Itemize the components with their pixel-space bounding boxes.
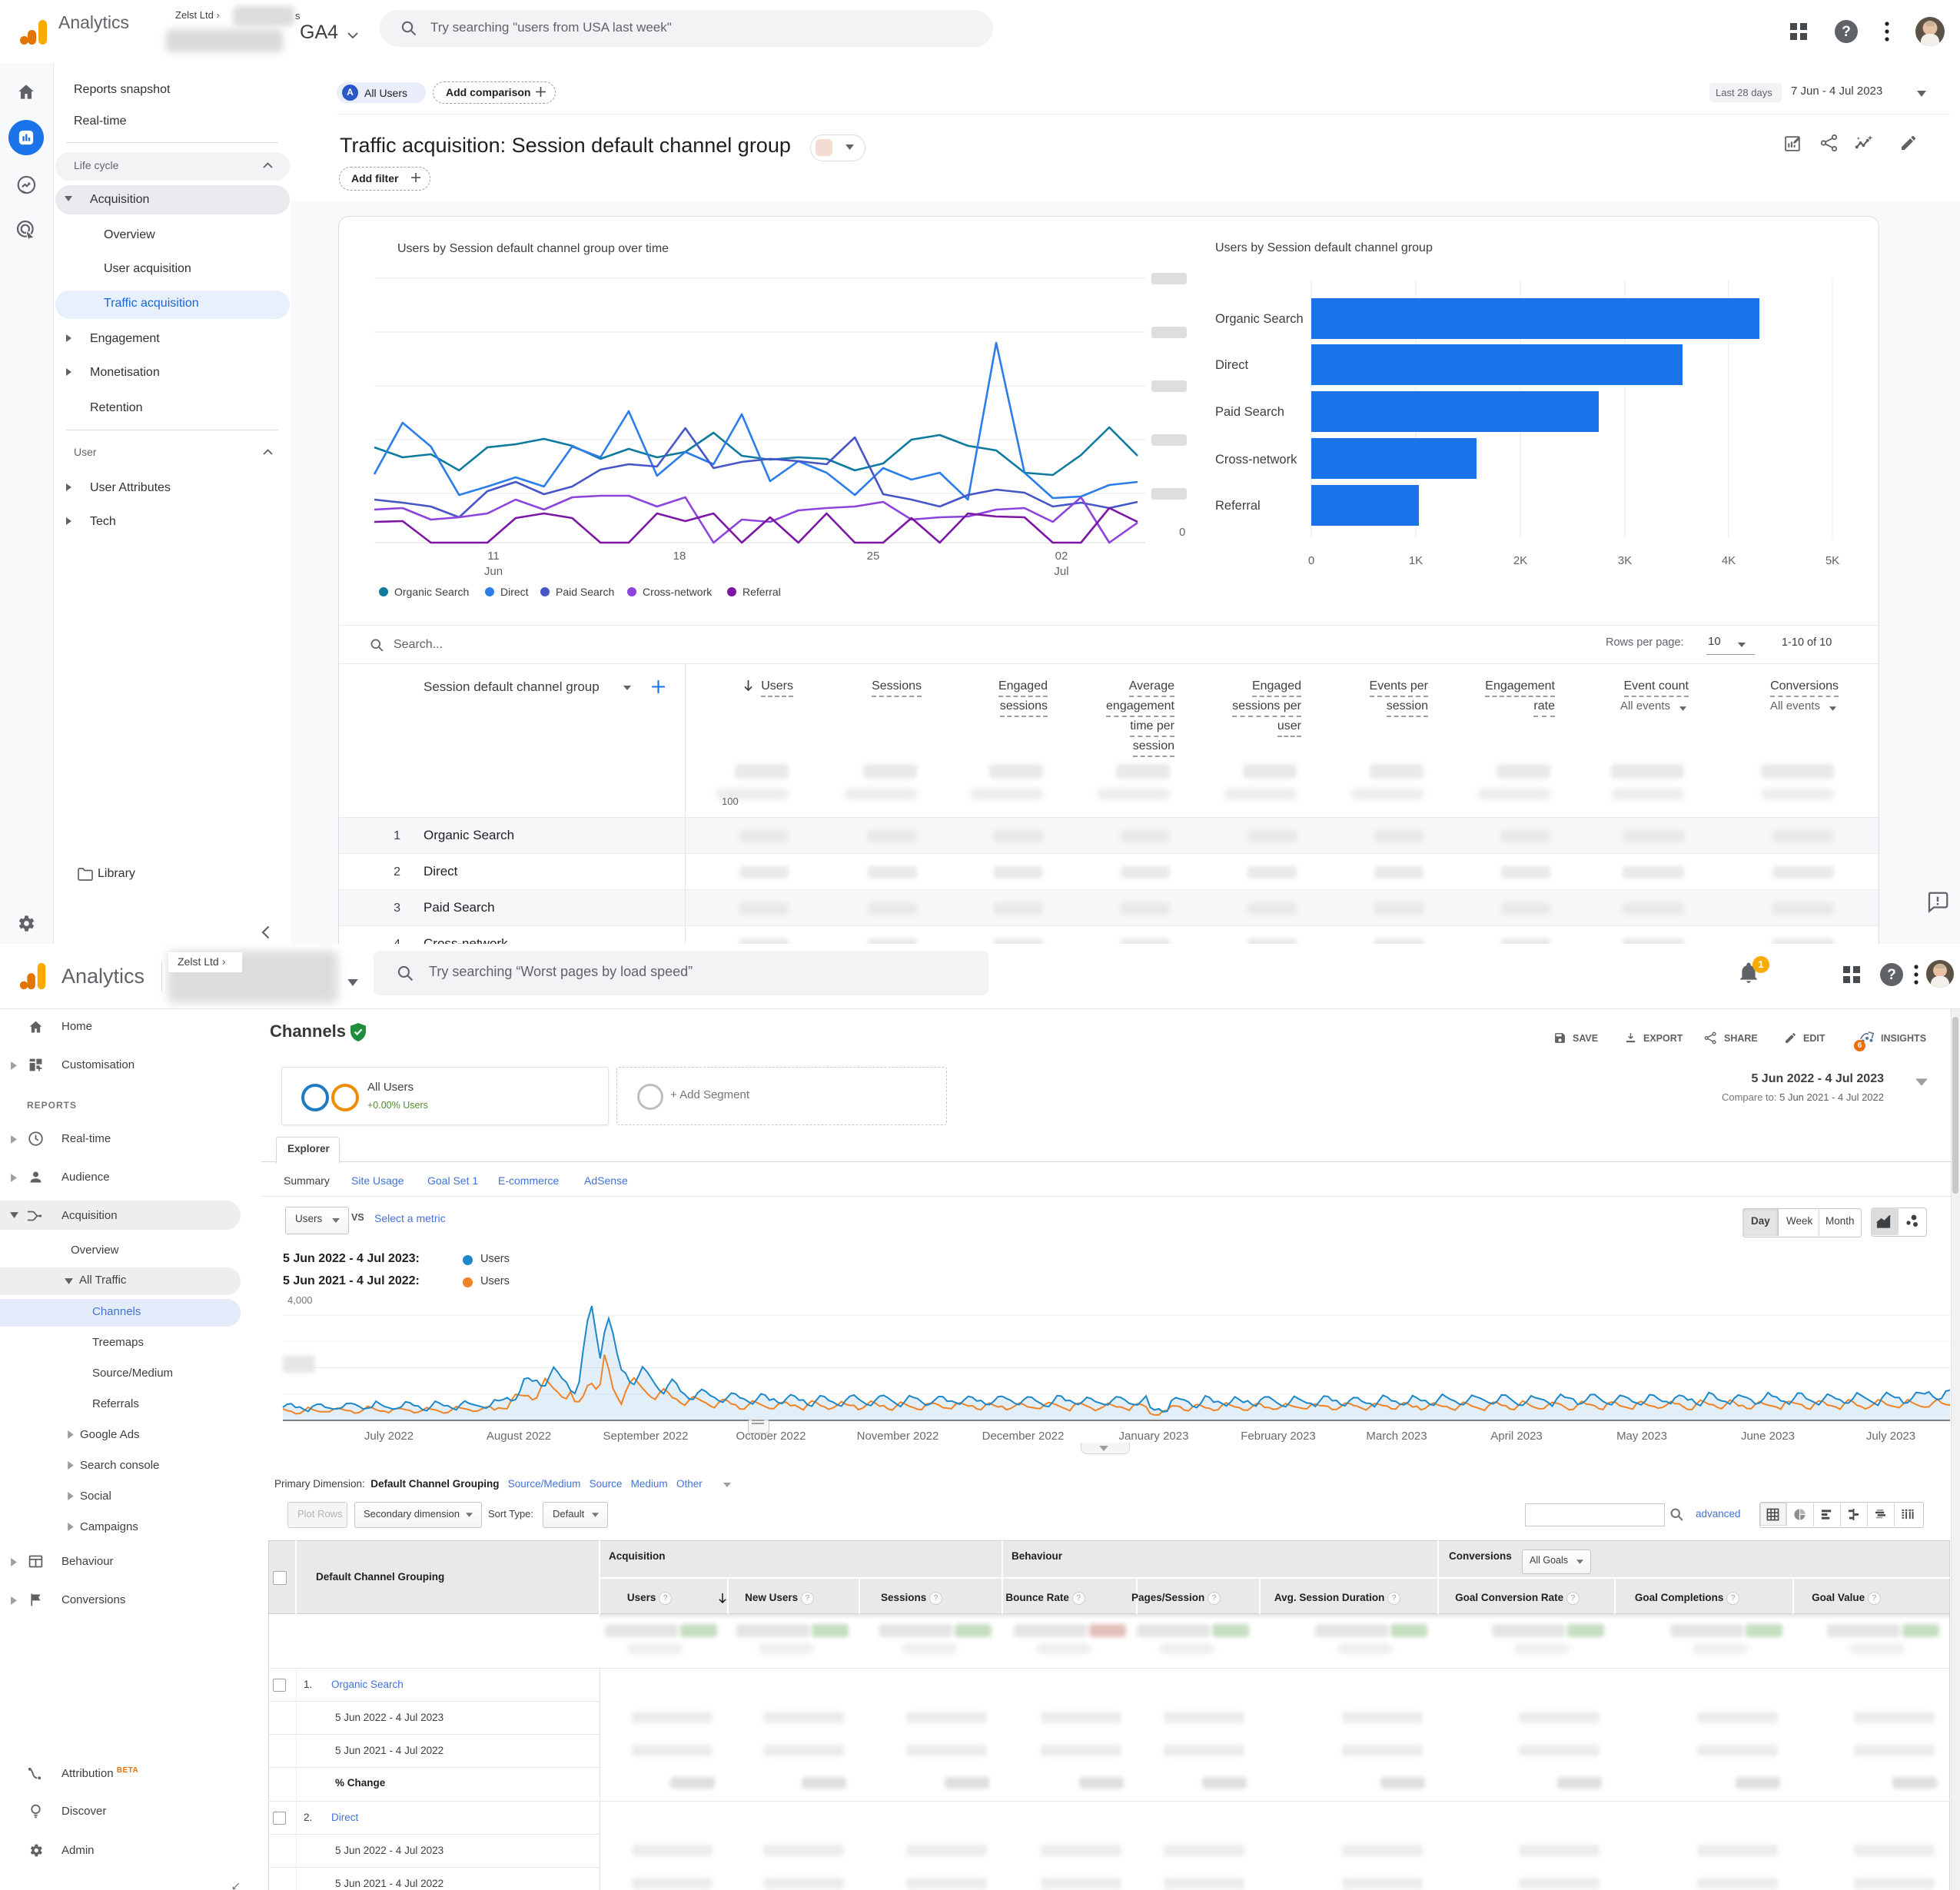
svg-text:Referral: Referral [1215, 499, 1261, 513]
svg-text:April 2023: April 2023 [1490, 1430, 1543, 1443]
svg-text:Jun: Jun [484, 565, 503, 578]
svg-text:11: 11 [487, 550, 500, 563]
svg-text:October 2022: October 2022 [736, 1430, 806, 1443]
svg-text:Cross-network: Cross-network [1215, 453, 1297, 467]
svg-text:18: 18 [673, 550, 686, 563]
svg-text:December 2022: December 2022 [982, 1430, 1065, 1443]
svg-text:4K: 4K [1722, 554, 1736, 567]
svg-text:25: 25 [867, 550, 880, 563]
svg-text:June 2023: June 2023 [1741, 1430, 1795, 1443]
svg-text:July 2022: July 2022 [364, 1430, 414, 1443]
svg-text:0: 0 [1179, 526, 1185, 539]
svg-text:November 2022: November 2022 [857, 1430, 939, 1443]
svg-text:5K: 5K [1825, 554, 1839, 567]
svg-text:Paid Search: Paid Search [1215, 405, 1284, 419]
svg-text:May 2023: May 2023 [1616, 1430, 1667, 1443]
svg-text:January 2023: January 2023 [1119, 1430, 1189, 1443]
svg-text:02: 02 [1055, 550, 1068, 563]
svg-text:February 2023: February 2023 [1241, 1430, 1316, 1443]
svg-text:2K: 2K [1513, 554, 1527, 567]
svg-text:Jul: Jul [1054, 565, 1068, 578]
svg-text:March 2023: March 2023 [1366, 1430, 1427, 1443]
svg-text:August 2022: August 2022 [487, 1430, 551, 1443]
svg-text:September 2022: September 2022 [603, 1430, 689, 1443]
svg-text:Direct: Direct [1215, 358, 1249, 372]
svg-text:1K: 1K [1409, 554, 1423, 567]
svg-text:July 2023: July 2023 [1866, 1430, 1915, 1443]
svg-text:Organic Search: Organic Search [1215, 312, 1304, 326]
svg-text:3K: 3K [1618, 554, 1632, 567]
svg-text:0: 0 [1308, 554, 1314, 567]
